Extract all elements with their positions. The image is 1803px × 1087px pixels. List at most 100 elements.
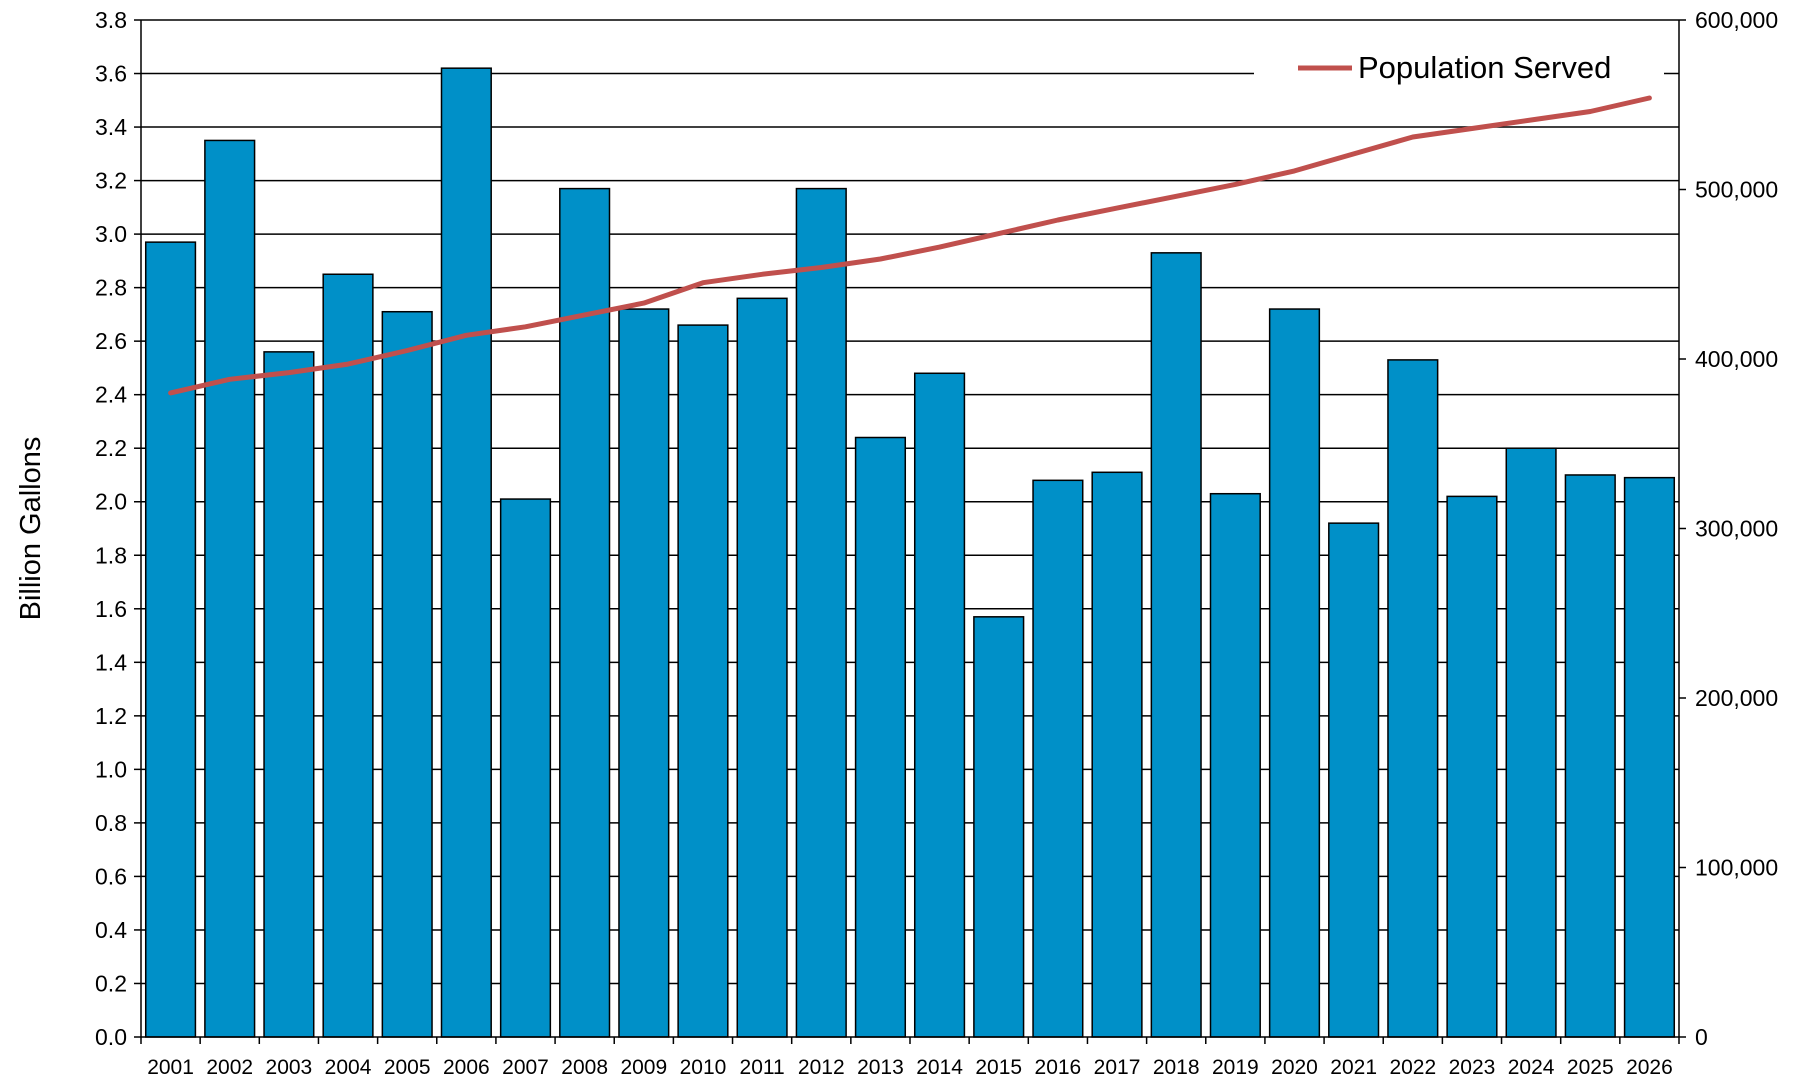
line-point <box>1469 126 1474 131</box>
bar <box>1446 495 1498 1038</box>
axes <box>134 19 1686 1044</box>
bar <box>322 273 374 1038</box>
line-point <box>937 245 942 250</box>
x-tick-label: 2015 <box>975 1056 1022 1079</box>
bar <box>913 372 966 1038</box>
line-point <box>1055 218 1060 223</box>
y-tick-label: 3.4 <box>95 114 127 140</box>
x-tick-label: 2013 <box>857 1056 904 1079</box>
bar <box>559 187 611 1038</box>
y2-tick-label: 400,000 <box>1695 346 1778 372</box>
x-tick-label: 2004 <box>325 1056 372 1079</box>
y2-tick-label: 600,000 <box>1695 7 1778 33</box>
y-tick-label: 2.4 <box>95 382 127 408</box>
y-tick-label: 1.0 <box>95 756 127 782</box>
x-tick-label: 2017 <box>1094 1056 1141 1079</box>
line-point <box>760 272 765 277</box>
x-tick-label: 2019 <box>1212 1056 1259 1079</box>
bar <box>440 67 492 1038</box>
bar <box>1150 252 1202 1038</box>
x-tick-label: 2021 <box>1330 1056 1377 1079</box>
x-tick-label: 2003 <box>266 1056 313 1079</box>
y-axis-title: Billion Gallons <box>15 437 47 621</box>
y-tick-label: 1.4 <box>95 649 127 675</box>
line-point <box>1174 194 1179 199</box>
line-point <box>286 370 291 375</box>
y2-tick-label: 500,000 <box>1695 177 1778 203</box>
line-point <box>996 231 1001 236</box>
x-tick-label: 2011 <box>740 1056 785 1079</box>
line-point <box>1588 109 1593 114</box>
line-point <box>1647 95 1652 100</box>
bar <box>381 310 433 1038</box>
y2-tick-label: 100,000 <box>1695 855 1778 881</box>
y-tick-label: 2.6 <box>95 328 127 354</box>
bar <box>618 308 670 1038</box>
y2-tick-label: 200,000 <box>1695 685 1778 711</box>
x-tick-label: 2014 <box>916 1056 963 1079</box>
bar <box>795 187 847 1038</box>
line-point <box>878 256 883 261</box>
y2-tick-label: 0 <box>1695 1024 1708 1050</box>
legend: Population Served <box>1254 42 1664 90</box>
y-tick-label: 2.2 <box>95 435 127 461</box>
y-tick-label: 3.2 <box>95 168 127 194</box>
line-point <box>464 333 469 338</box>
line-point <box>582 312 587 317</box>
x-tick-label: 2002 <box>206 1056 253 1079</box>
x-tick-label: 2016 <box>1035 1056 1082 1079</box>
bar <box>1032 479 1084 1038</box>
line-point <box>700 280 705 285</box>
x-tick-label: 2024 <box>1508 1056 1555 1079</box>
line-point <box>1529 118 1534 123</box>
line-point <box>168 390 173 395</box>
bar <box>263 351 315 1038</box>
line-point <box>1292 168 1297 173</box>
tick-labels: 0.0 0.2 0.4 0.6 0.8 1.0 1.2 1.4 1.6 1.8 2.0 2.2 2.4 2… <box>95 7 1778 1079</box>
bar <box>144 241 197 1038</box>
y-tick-label: 2.8 <box>95 275 127 301</box>
population-served-line <box>168 95 1652 396</box>
bar <box>736 297 788 1038</box>
y-tick-label: 0.4 <box>95 917 127 943</box>
x-tick-label: 2025 <box>1567 1056 1614 1079</box>
x-tick-label: 2020 <box>1271 1056 1318 1079</box>
line-point <box>523 324 528 329</box>
bar <box>1505 447 1557 1038</box>
x-tick-label: 2010 <box>680 1056 727 1079</box>
bar <box>1091 471 1143 1038</box>
x-tick-label: 2006 <box>443 1056 490 1079</box>
line-point <box>641 301 646 306</box>
line-point <box>1410 134 1415 139</box>
line-point <box>227 377 232 382</box>
y-tick-label: 1.6 <box>95 596 127 622</box>
bar <box>499 498 552 1038</box>
bar <box>854 436 907 1038</box>
x-tick-label: 2023 <box>1449 1056 1496 1079</box>
y-tick-label: 0.0 <box>95 1024 127 1050</box>
y-tick-label: 0.8 <box>95 810 127 836</box>
bar <box>1209 492 1261 1038</box>
x-tick-label: 2008 <box>561 1056 608 1079</box>
x-tick-label: 2026 <box>1626 1056 1673 1079</box>
y-tick-label: 0.2 <box>95 970 127 996</box>
bar <box>1328 522 1380 1038</box>
line-point <box>819 265 824 270</box>
x-tick-label: 2022 <box>1389 1056 1436 1079</box>
bar <box>1268 308 1321 1038</box>
bar <box>973 616 1025 1038</box>
bar <box>677 324 729 1038</box>
line-point <box>405 348 410 353</box>
y2-tick-label: 300,000 <box>1695 516 1778 542</box>
line-point <box>1351 151 1356 156</box>
x-tick-label: 2001 <box>147 1056 194 1079</box>
y-tick-label: 3.6 <box>95 61 127 87</box>
legend-label-population-served: Population Served <box>1358 50 1611 85</box>
line-point <box>346 362 351 367</box>
y-tick-label: 2.0 <box>95 489 127 515</box>
y-tick-label: 3.0 <box>95 221 127 247</box>
y-tick-label: 0.6 <box>95 863 127 889</box>
line-point <box>1233 182 1238 187</box>
x-tick-label: 2012 <box>798 1056 845 1079</box>
